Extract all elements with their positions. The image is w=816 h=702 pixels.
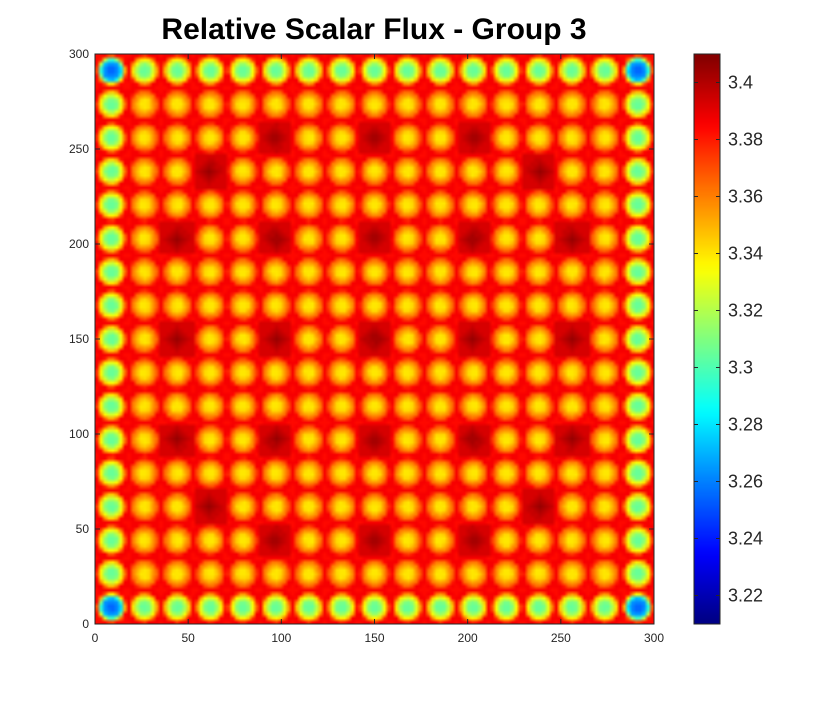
colorbar-tick-label: 3.38	[728, 130, 763, 150]
colorbar-tick-label: 3.32	[728, 301, 763, 321]
x-tick-label: 200	[458, 631, 478, 645]
colorbar-tick-label: 3.36	[728, 187, 763, 207]
colorbar-gradient	[694, 54, 720, 624]
heatmap-canvas	[95, 54, 654, 624]
colorbar-tick-label: 3.26	[728, 472, 763, 492]
y-tick-label: 0	[82, 617, 89, 631]
y-axis: 0 50 100 150 200 250 300	[69, 47, 654, 631]
colorbar-ticks: 3.22 3.24 3.26 3.28 3.3 3.32 3.34 3.36 3.38 3.4	[694, 73, 763, 606]
x-axis: 0 50 100 150 200 250 300	[92, 54, 664, 645]
colorbar-canvas	[694, 54, 720, 624]
colorbar-tick-label: 3.3	[728, 358, 753, 378]
x-tick-label: 100	[271, 631, 291, 645]
x-tick-label: 250	[551, 631, 571, 645]
x-tick-label: 50	[181, 631, 195, 645]
heatmap-image	[95, 54, 654, 624]
plot-area: 0 50 100 150 200 250 300 0 50 100 150 200 250 300	[69, 47, 664, 645]
y-tick-label: 150	[69, 332, 89, 346]
colorbar-tick-label: 3.34	[728, 244, 763, 264]
colorbar-box	[693, 53, 721, 625]
colorbar-tick-label: 3.28	[728, 415, 763, 435]
y-tick-label: 250	[69, 142, 89, 156]
x-tick-label: 0	[92, 631, 99, 645]
x-tick-label: 150	[364, 631, 384, 645]
y-tick-label: 200	[69, 237, 89, 251]
y-tick-label: 50	[76, 522, 90, 536]
colorbar-tick-label: 3.24	[728, 529, 763, 549]
colorbar-tick-label: 3.22	[728, 586, 763, 606]
x-tick-label: 300	[644, 631, 664, 645]
colorbar-tick-label: 3.4	[728, 73, 753, 93]
y-tick-label: 100	[69, 427, 89, 441]
chart-title: Relative Scalar Flux - Group 3	[161, 13, 586, 46]
y-tick-label: 300	[69, 47, 89, 61]
colorbar: 3.22 3.24 3.26 3.28 3.3 3.32 3.34 3.36 3.38 3.4	[693, 53, 763, 625]
